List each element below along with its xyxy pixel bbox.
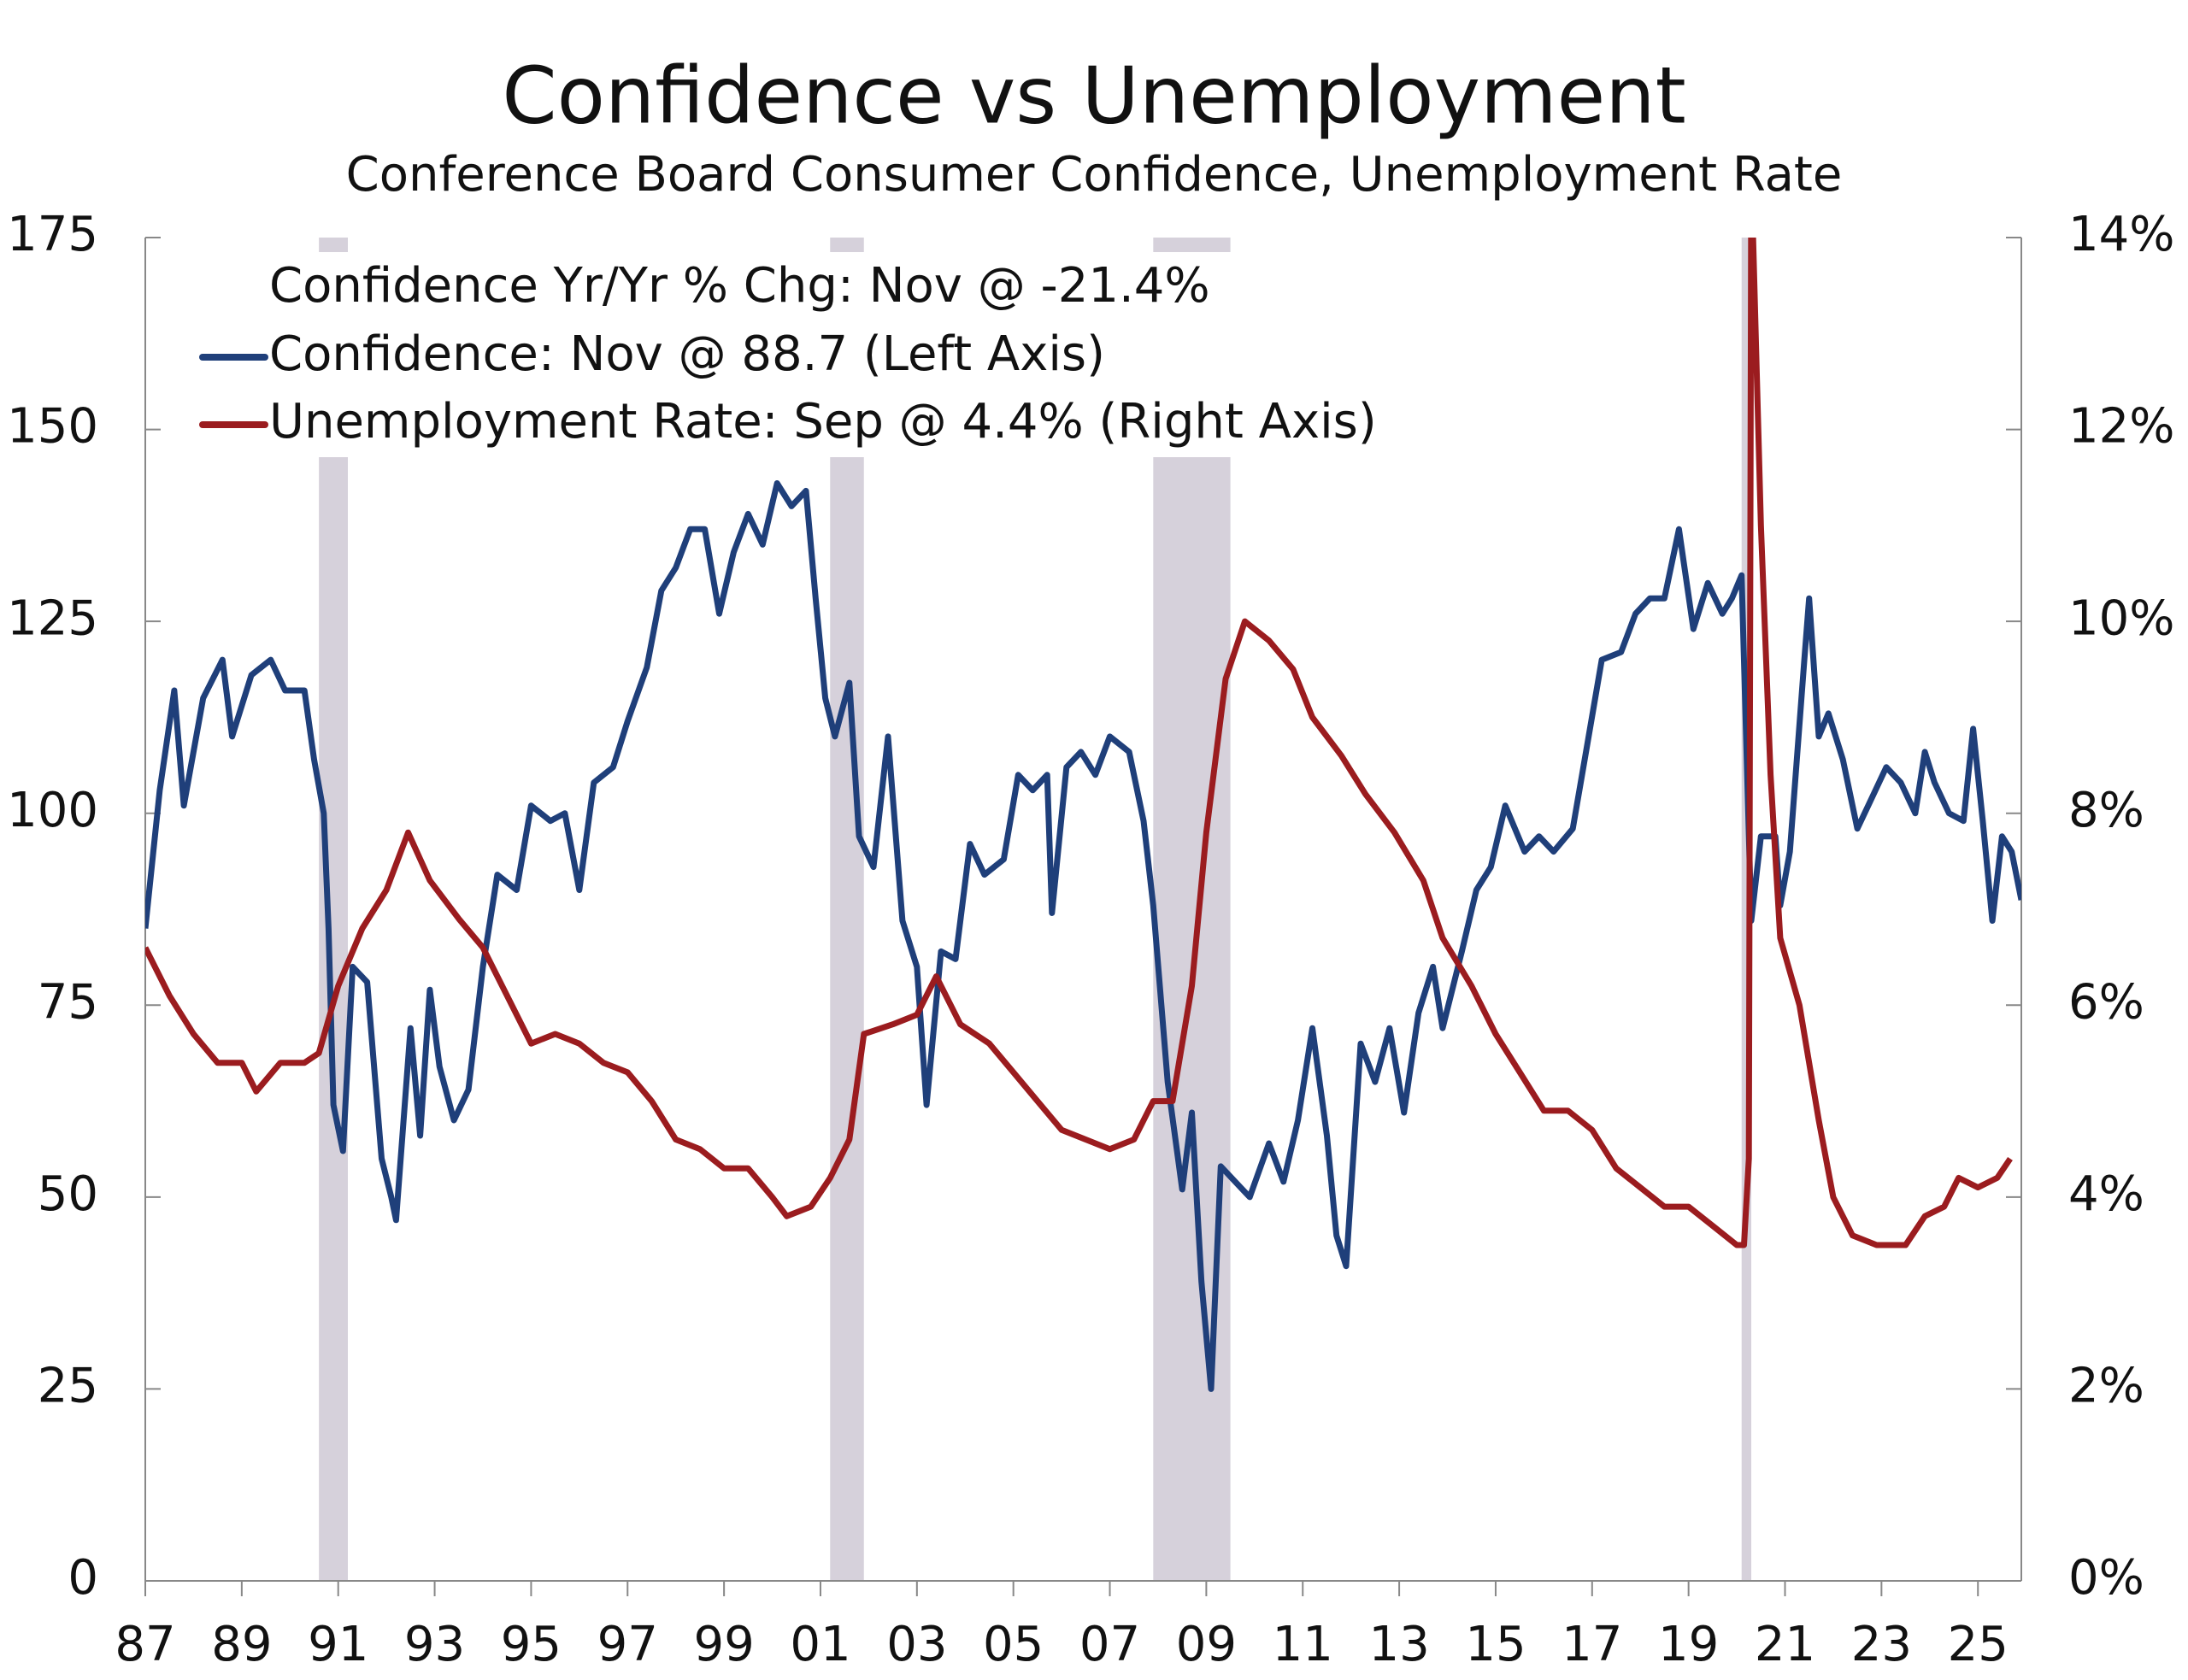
recession-layer (319, 238, 1752, 1581)
y-tick-label: 125 (7, 590, 98, 646)
y2-tick-label: 10% (2068, 590, 2174, 646)
series-line (145, 238, 2013, 1248)
x-tick-label: 07 (1079, 1617, 1140, 1672)
x-tick-label: 87 (115, 1617, 175, 1672)
x-tick-label: 09 (1176, 1617, 1237, 1672)
y2-tick-label: 8% (2068, 783, 2144, 838)
x-tick-label: 11 (1273, 1617, 1333, 1672)
legend: Confidence Yr/Yr % Chg: Nov @ -21.4% Con… (184, 252, 1453, 457)
y2-tick-label: 4% (2068, 1166, 2144, 1222)
legend-label: Confidence: Nov @ 88.7 (Left Axis) (269, 326, 1105, 382)
x-tick-label: 99 (693, 1617, 754, 1672)
x-tick-label: 13 (1368, 1617, 1429, 1672)
y2-tick-label: 6% (2068, 974, 2144, 1030)
x-tick-label: 95 (501, 1617, 562, 1672)
legend-box (184, 252, 1453, 457)
x-tick-label: 89 (211, 1617, 272, 1672)
y2-tick-label: 14% (2068, 207, 2174, 262)
legend-annotation: Confidence Yr/Yr % Chg: Nov @ -21.4% (269, 258, 1210, 314)
y2-tick-label: 12% (2068, 399, 2174, 455)
y2-tick-label: 2% (2068, 1359, 2144, 1414)
x-tick-label: 21 (1755, 1617, 1815, 1672)
series-line (145, 480, 2021, 1392)
x-tick-label: 01 (790, 1617, 850, 1672)
y-tick-label: 50 (38, 1166, 98, 1222)
line-layer (145, 238, 2021, 1392)
y-tick-label: 100 (7, 783, 98, 838)
recession-band (319, 238, 348, 1581)
x-tick-label: 25 (1948, 1617, 2009, 1672)
x-tick-label: 97 (597, 1617, 658, 1672)
recession-band (1153, 238, 1231, 1581)
x-tick-label: 19 (1658, 1617, 1719, 1672)
y-tick-label: 75 (38, 974, 98, 1030)
axes: 0 25 50 75 100 125 150 175 0% 2% 4% 6% 8% 10% 12% 14% 87… (7, 207, 2174, 1672)
x-tick-label: 23 (1851, 1617, 1912, 1672)
y-tick-label: 25 (38, 1359, 98, 1414)
x-tick-label: 93 (404, 1617, 465, 1672)
y-tick-label: 0 (68, 1550, 98, 1606)
x-tick-label: 17 (1562, 1617, 1622, 1672)
legend-label: Unemployment Rate: Sep @ 4.4% (Right Axi… (269, 394, 1377, 449)
recession-band (1741, 238, 1752, 1581)
recession-band (830, 238, 864, 1581)
y2-tick-label: 0% (2068, 1550, 2144, 1606)
chart-title: Confidence vs Unemployment (502, 50, 1685, 141)
x-tick-label: 15 (1465, 1617, 1526, 1672)
x-tick-label: 91 (308, 1617, 368, 1672)
chart-subtitle: Conference Board Consumer Confidence, Un… (346, 147, 1843, 203)
x-tick-label: 03 (886, 1617, 947, 1672)
y-tick-label: 150 (7, 399, 98, 455)
x-tick-label: 05 (983, 1617, 1044, 1672)
y-tick-label: 175 (7, 207, 98, 262)
